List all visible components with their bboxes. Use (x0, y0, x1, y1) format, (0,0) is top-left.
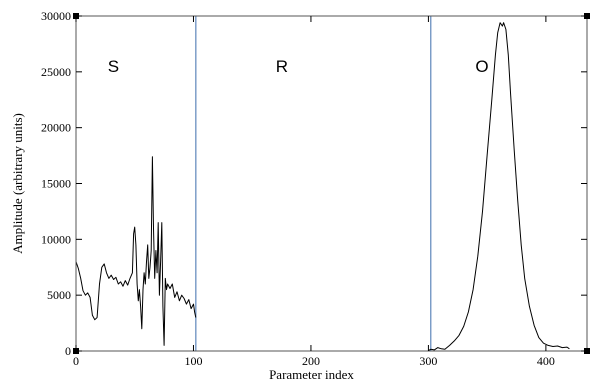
x-tick-label: 300 (419, 354, 437, 368)
series-layer (75, 22, 570, 351)
y-tick-label: 10000 (41, 232, 71, 246)
y-tick-label: 15000 (41, 177, 71, 191)
region-label-s: S (108, 57, 119, 76)
x-tick-label: 100 (184, 354, 202, 368)
x-tick-label: 0 (73, 354, 79, 368)
y-tick-label: 30000 (41, 9, 71, 23)
x-tick-label: 200 (302, 354, 320, 368)
y-tick-label: 5000 (47, 288, 71, 302)
axis-ticks: 0 100 200 300 400 0 5000 10000 15000 20000 25000 30… (41, 9, 587, 368)
y-tick-label: 25000 (41, 65, 71, 79)
frame-corner-markers (73, 13, 590, 354)
region-dividers (195, 16, 432, 351)
x-tick-label: 400 (537, 354, 555, 368)
region-label-o: O (475, 57, 488, 76)
x-axis-label: Parameter index (269, 367, 354, 382)
series-line (75, 22, 570, 351)
y-tick-label: 0 (65, 344, 71, 358)
y-axis-label: Amplitude (arbitrary units) (10, 113, 25, 254)
y-tick-label: 20000 (41, 121, 71, 135)
region-label-r: R (276, 57, 288, 76)
